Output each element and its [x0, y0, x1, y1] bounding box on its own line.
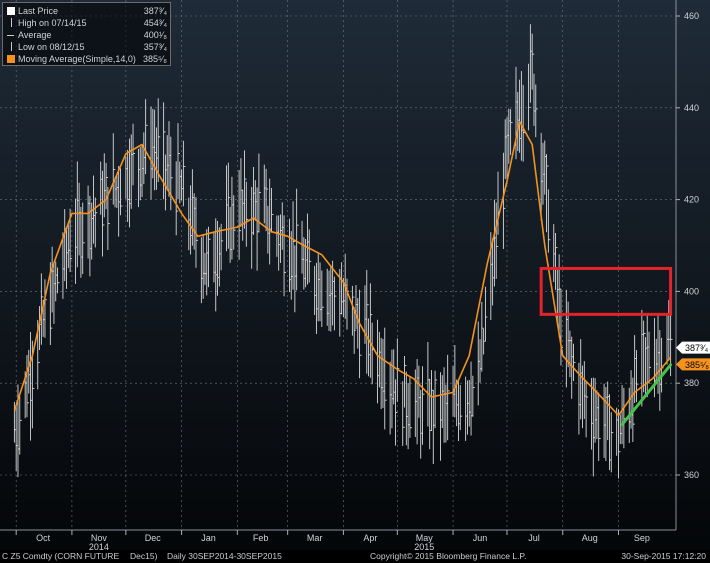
legend-value-average: 400¹⁄₈ — [143, 30, 167, 40]
footer-ticker: C Z5 Comdty (CORN FUTURE — [2, 551, 120, 561]
footer-range: Daily 30SEP2014-30SEP2015 — [167, 551, 282, 561]
footer-contract: Dec15) — [130, 551, 158, 561]
footer-timestamp: 30-Sep-2015 17:12:20 — [621, 551, 706, 561]
footer-copyright: Copyright© 2015 Bloomberg Finance L.P. — [370, 551, 527, 561]
x-tick-label-jun: Jun — [473, 533, 488, 543]
resistance-rectangle — [539, 266, 673, 316]
y-tick-label-380: 380 — [684, 378, 699, 388]
x-tick-label-jan: Jan — [201, 533, 216, 543]
moving-average-tag-label: 385⁵⁄₈ — [685, 360, 709, 370]
x-tick-label-aug: Aug — [582, 533, 598, 543]
last-price-tag — [676, 341, 710, 354]
legend-row-average: Average 400¹⁄₈ — [7, 29, 167, 41]
legend-average-icon — [7, 35, 14, 36]
x-tick-label-apr: Apr — [363, 533, 377, 543]
legend-label-last-price: Last Price — [18, 6, 59, 16]
moving-average-line — [13, 120, 672, 417]
legend-row-moving-average: Moving Average(Simple,14,0) 385⁵⁄₈ — [7, 53, 167, 65]
legend-value-last-price: 387³⁄₄ — [143, 6, 167, 16]
legend-label-moving-average: Moving Average(Simple,14,0) — [18, 54, 136, 64]
legend-label-average: Average — [18, 30, 52, 40]
y-tick-label-440: 440 — [684, 103, 699, 113]
legend-row-high: High on 07/14/15 454³⁄₄ — [7, 17, 167, 29]
legend-value-low: 357³⁄₄ — [143, 42, 167, 52]
y-tick-label-400: 400 — [684, 286, 699, 296]
y-tick-label-420: 420 — [684, 195, 699, 205]
legend-value-high: 454³⁄₄ — [143, 18, 167, 28]
legend-swatch-moving-average — [7, 55, 15, 63]
price-bars — [13, 24, 673, 479]
x-tick-label-sep: Sep — [634, 533, 650, 543]
legend-low-icon — [11, 42, 12, 51]
legend-label-high: High on 07/14/15 — [18, 18, 87, 28]
legend-value-moving-average: 385⁵⁄₈ — [143, 54, 167, 64]
plot-background — [0, 0, 710, 550]
x-tick-label-feb: Feb — [253, 533, 269, 543]
legend-row-low: Low on 08/12/15 357³⁄₄ — [7, 41, 167, 53]
legend-label-low: Low on 08/12/15 — [18, 42, 85, 52]
legend-row-last-price: Last Price 387³⁄₄ — [7, 5, 167, 17]
x-tick-label-oct: Oct — [36, 533, 51, 543]
legend-swatch-last-price — [7, 7, 15, 15]
x-tick-label-nov: Nov — [91, 533, 108, 543]
x-tick-label-jul: Jul — [528, 533, 540, 543]
y-tick-label-360: 360 — [684, 470, 699, 480]
x-tick-label-dec: Dec — [145, 533, 162, 543]
x-tick-label-may: May — [416, 533, 434, 543]
y-tick-label-460: 460 — [684, 11, 699, 21]
x-tick-label-mar: Mar — [307, 533, 323, 543]
year-label-2014: 2014 — [89, 542, 109, 552]
last-price-tag-label: 387³⁄₄ — [685, 343, 709, 353]
moving-average-tag — [676, 358, 710, 371]
trendline-annotation — [620, 363, 673, 427]
chart-footer: C Z5 Comdty (CORN FUTURE Dec15) Daily 30… — [0, 550, 710, 563]
year-label-2015: 2015 — [414, 542, 434, 552]
chart-legend: Last Price 387³⁄₄ High on 07/14/15 454³⁄… — [2, 2, 171, 66]
legend-high-icon — [11, 18, 12, 27]
